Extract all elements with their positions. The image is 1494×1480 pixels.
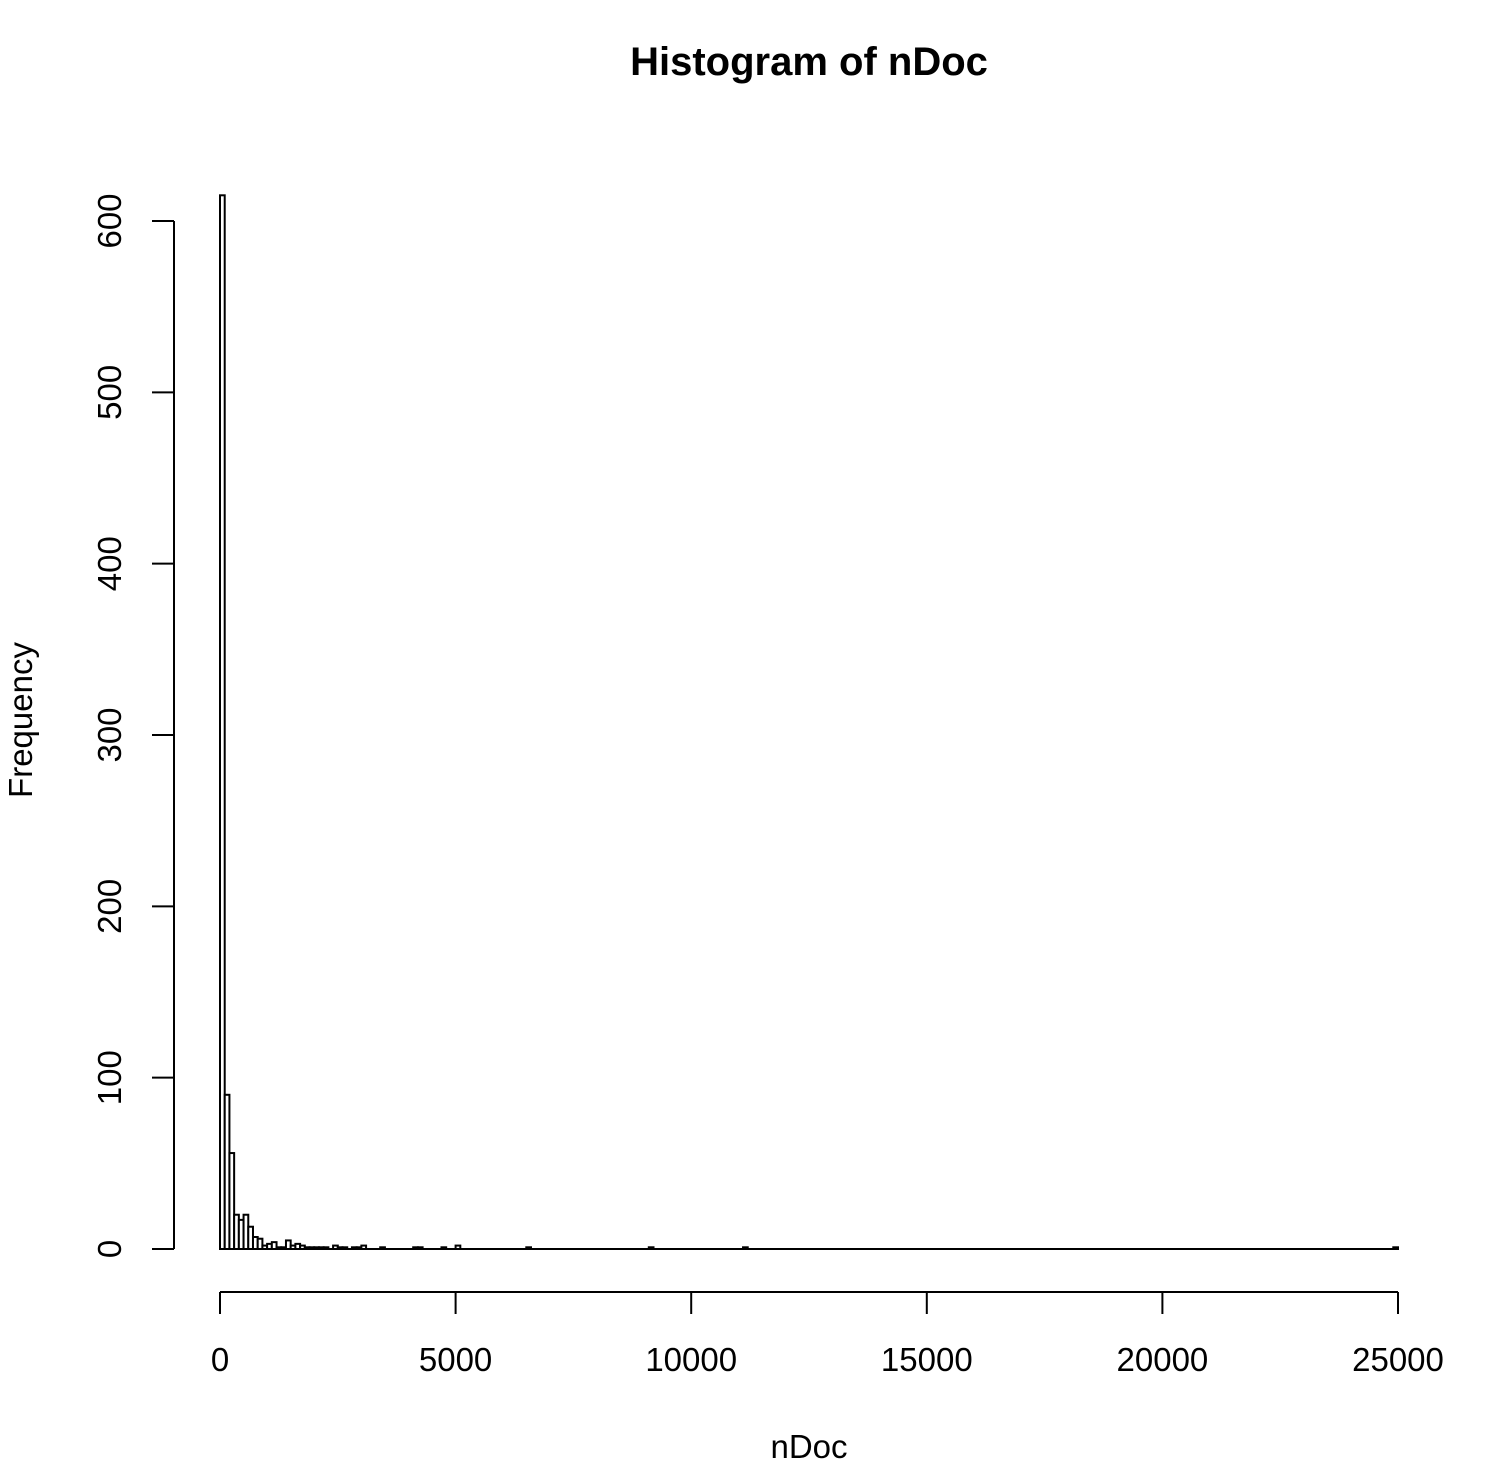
y-tick-label: 500 — [91, 365, 128, 420]
x-tick-label: 20000 — [1117, 1341, 1209, 1378]
y-axis-label: Frequency — [2, 642, 39, 798]
x-tick-label: 0 — [211, 1341, 229, 1378]
x-axis-label: nDoc — [770, 1428, 847, 1465]
histogram-bars — [219, 194, 1399, 1251]
y-tick-label: 100 — [91, 1050, 128, 1105]
chart-title: Histogram of nDoc — [630, 40, 988, 84]
histogram-bar — [219, 194, 226, 1250]
y-tick-label: 300 — [91, 707, 128, 762]
y-axis: 0 100 200 300 400 500 600 — [91, 193, 175, 1258]
x-tick-label: 10000 — [645, 1341, 737, 1378]
x-tick-label: 25000 — [1352, 1341, 1444, 1378]
x-tick-label: 15000 — [881, 1341, 973, 1378]
x-tick-label: 5000 — [419, 1341, 492, 1378]
x-axis: 0 5000 10000 15000 20000 25000 — [211, 1291, 1444, 1378]
y-tick-label: 600 — [91, 193, 128, 248]
y-tick-label: 200 — [91, 879, 128, 934]
y-tick-label: 0 — [91, 1240, 128, 1258]
y-tick-label: 400 — [91, 536, 128, 591]
